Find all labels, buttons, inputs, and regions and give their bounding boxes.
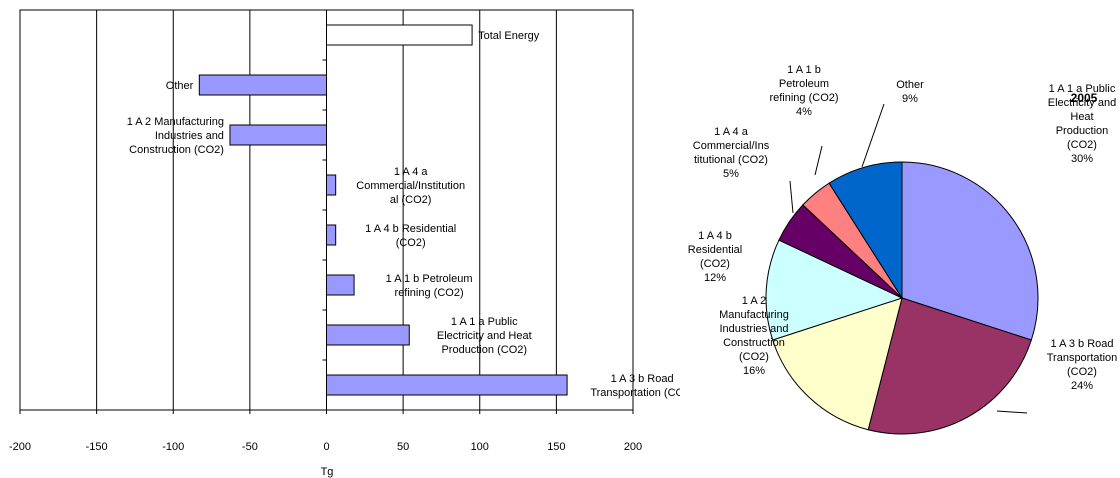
pie-label: 1 A 3 b Road Transportation (CO2) 24% (1047, 338, 1118, 392)
pie-chart: 1 A 1 a Public Electricity and Heat Product… (688, 64, 1118, 435)
pie-slice (828, 161, 903, 300)
x-tick-label: 200 (624, 441, 642, 453)
leader-line (814, 145, 823, 176)
x-tick-label: -200 (9, 441, 31, 453)
pie-label: 1 A 1 a Public Electricity and Heat Product… (1048, 83, 1116, 165)
leader-line (789, 180, 794, 214)
bar-label: 1 A 2 Manufacturing Industries and Constru… (127, 116, 224, 156)
pie-slice (765, 239, 904, 341)
bar (326, 24, 473, 46)
bar (326, 324, 410, 346)
leader-line (861, 103, 885, 168)
bar (326, 374, 568, 396)
pie-slice (867, 297, 1032, 435)
pie-slice (772, 297, 903, 431)
bar-label: 1 A 1 a Public Electricity and Heat Produc… (437, 316, 532, 356)
x-tick-label: 50 (397, 441, 409, 453)
pie-label: 1 A 2 Manufacturing Industries and Construc… (719, 295, 789, 377)
pie-label: 1 A 4 b Residential (CO2) 12% (688, 230, 742, 284)
pie-label: 1 A 1 b Petroleum refining (CO2) 4% (769, 64, 838, 118)
leader-line (996, 410, 1028, 414)
x-tick-label: -50 (242, 441, 258, 453)
x-tick-label: 150 (547, 441, 565, 453)
x-axis-label: Tg (321, 466, 334, 478)
bar (326, 224, 337, 246)
pie-slice (901, 161, 1039, 341)
bar-label: 1 A 4 b Residential (CO2) (365, 223, 456, 249)
bar (326, 174, 337, 196)
bar-label: Total Energy (478, 30, 540, 42)
x-tick-label: 0 (323, 441, 329, 453)
bar (326, 274, 355, 296)
x-tick-label: -150 (86, 441, 108, 453)
bar (229, 124, 327, 146)
bar-chart: Total Energy Other 1 A 2 Manufacturing Indu… (9, 9, 680, 478)
x-tick-label: 100 (471, 441, 489, 453)
pie-label: 1 A 4 a Commercial/Ins titutional (CO2) 5% (693, 126, 770, 180)
x-tick-label: -100 (162, 441, 184, 453)
pie-label: Other 9% (896, 79, 924, 105)
bar-label: 1 A 4 a Commercial/Institution al (CO2) (356, 166, 465, 206)
pie-title: 2005 (1071, 91, 1098, 105)
bar-label: Other (166, 80, 194, 92)
bar (198, 74, 328, 96)
bar-label: 1 A 1 b Petroleum refining (CO2) (386, 273, 473, 299)
